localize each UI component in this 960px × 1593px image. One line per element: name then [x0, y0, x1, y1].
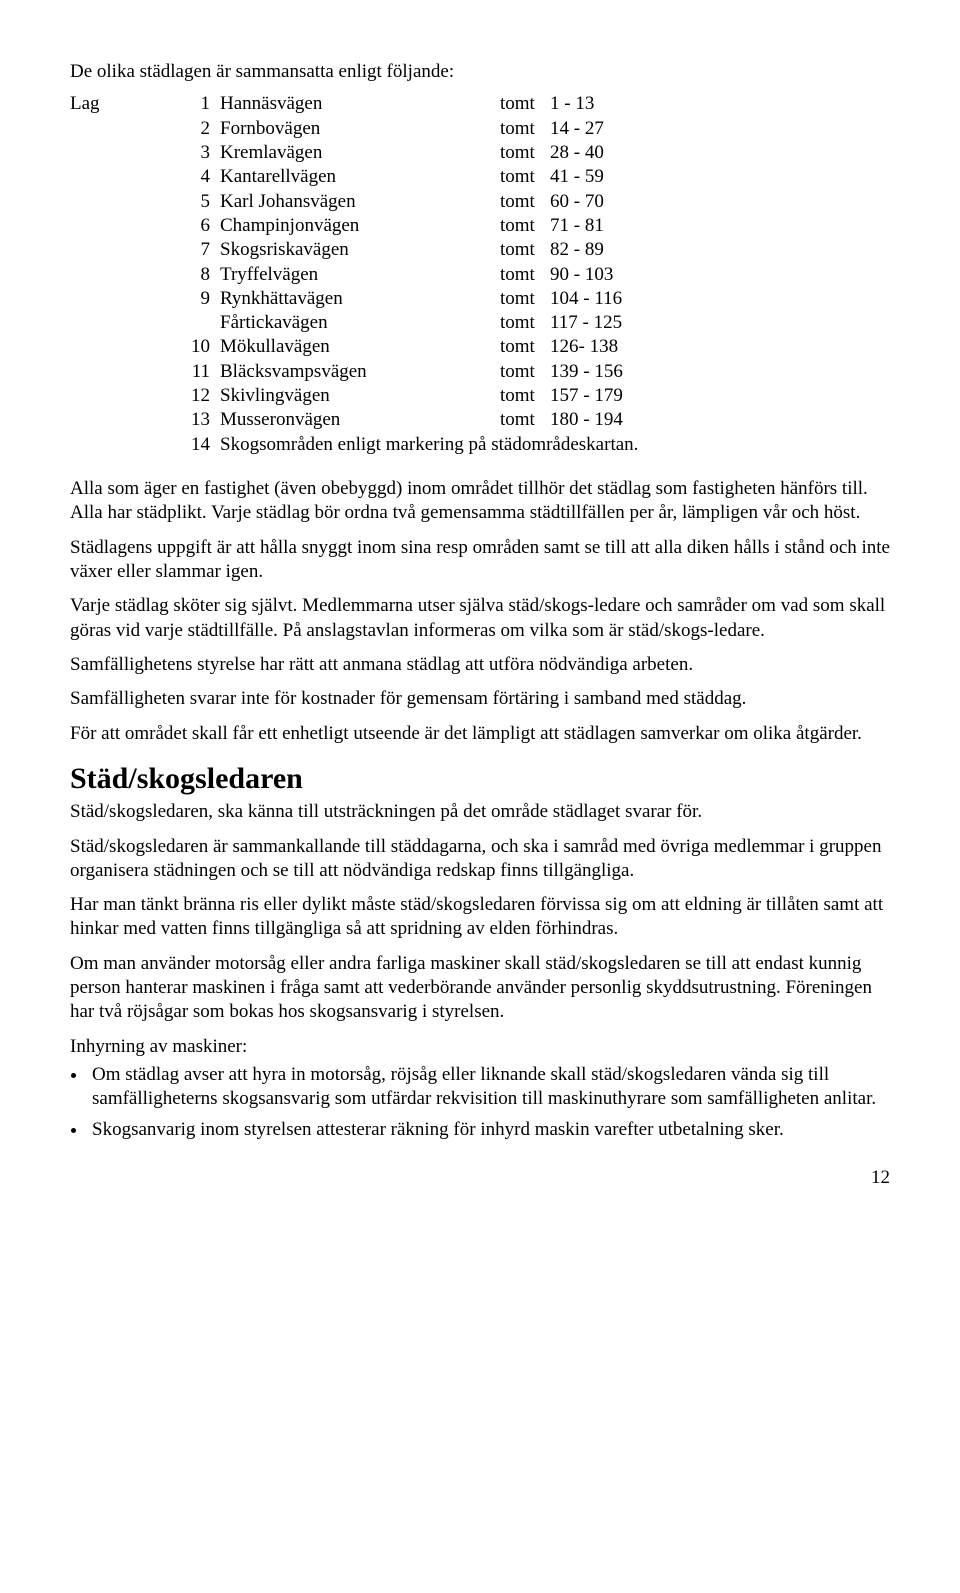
table-row: 3 Kremlavägen tomt 28 - 40 [70, 141, 890, 165]
table-row: 11 Bläcksvampsvägen tomt 139 - 156 [70, 360, 890, 384]
paragraph: Samfälligheten svarar inte för kostnader… [70, 687, 890, 711]
col-range: 1 - 13 [550, 92, 890, 116]
col-road: Skogsområden enligt markering på städomr… [220, 433, 890, 457]
paragraph: Städ/skogsledaren är sammankallande till… [70, 835, 890, 884]
paragraph: Städ/skogsledaren, ska känna till utsträ… [70, 800, 890, 824]
col-tomt: tomt [500, 311, 550, 335]
col-range: 82 - 89 [550, 238, 890, 262]
col-road: Skivlingvägen [220, 384, 500, 408]
col-range: 126- 138 [550, 335, 890, 359]
paragraph: För att området skall får ett enhetligt … [70, 722, 890, 746]
col-road: Hannäsvägen [220, 92, 500, 116]
col-num: 12 [165, 384, 220, 408]
col-range: 117 - 125 [550, 311, 890, 335]
col-road: Skogsriskavägen [220, 238, 500, 262]
col-num: 11 [165, 360, 220, 384]
col-num: 6 [165, 214, 220, 238]
col-num: 2 [165, 117, 220, 141]
list-item: Skogsanvarig inom styrelsen attesterar r… [88, 1118, 890, 1142]
col-tomt: tomt [500, 408, 550, 432]
paragraph: Har man tänkt bränna ris eller dylikt må… [70, 893, 890, 942]
table-row: 9 Rynkhättavägen tomt 104 - 116 [70, 287, 890, 311]
col-num: 14 [165, 433, 220, 457]
col-range: 14 - 27 [550, 117, 890, 141]
section-heading: Städ/skogsledaren [70, 760, 890, 798]
col-num: 13 [165, 408, 220, 432]
col-range: 41 - 59 [550, 165, 890, 189]
table-row: 4 Kantarellvägen tomt 41 - 59 [70, 165, 890, 189]
table-row: 7 Skogsriskavägen tomt 82 - 89 [70, 238, 890, 262]
table-row: 5 Karl Johansvägen tomt 60 - 70 [70, 190, 890, 214]
col-range: 71 - 81 [550, 214, 890, 238]
col-num: 10 [165, 335, 220, 359]
col-tomt: tomt [500, 238, 550, 262]
col-range: 90 - 103 [550, 263, 890, 287]
col-tomt: tomt [500, 92, 550, 116]
table-row: 6 Champinjonvägen tomt 71 - 81 [70, 214, 890, 238]
col-num: 8 [165, 263, 220, 287]
col-lag-header: Lag [70, 92, 165, 116]
col-road: Kremlavägen [220, 141, 500, 165]
paragraph: Varje städlag sköter sig självt. Medlemm… [70, 594, 890, 643]
col-range: 60 - 70 [550, 190, 890, 214]
paragraph: Om man använder motorsåg eller andra far… [70, 952, 890, 1025]
col-road: Kantarellvägen [220, 165, 500, 189]
col-tomt: tomt [500, 384, 550, 408]
col-road: Tryffelvägen [220, 263, 500, 287]
col-road: Fårtickavägen [220, 311, 500, 335]
paragraph: Alla som äger en fastighet (även obebygg… [70, 477, 890, 526]
table-row: Fårtickavägen tomt 117 - 125 [70, 311, 890, 335]
col-tomt: tomt [500, 214, 550, 238]
col-tomt: tomt [500, 287, 550, 311]
col-road: Musseronvägen [220, 408, 500, 432]
col-road: Bläcksvampsvägen [220, 360, 500, 384]
col-tomt: tomt [500, 190, 550, 214]
col-road: Rynkhättavägen [220, 287, 500, 311]
paragraph: Samfällighetens styrelse har rätt att an… [70, 653, 890, 677]
col-road: Karl Johansvägen [220, 190, 500, 214]
table-row: 12 Skivlingvägen tomt 157 - 179 [70, 384, 890, 408]
table-row: Lag 1 Hannäsvägen tomt 1 - 13 [70, 92, 890, 116]
col-tomt: tomt [500, 165, 550, 189]
bullet-list: Om städlag avser att hyra in motorsåg, r… [70, 1063, 890, 1142]
col-range: 139 - 156 [550, 360, 890, 384]
table-row: 2 Fornbovägen tomt 14 - 27 [70, 117, 890, 141]
col-num: 1 [165, 92, 220, 116]
list-item: Om städlag avser att hyra in motorsåg, r… [88, 1063, 890, 1112]
col-tomt: tomt [500, 360, 550, 384]
col-range: 28 - 40 [550, 141, 890, 165]
teams-table: Lag 1 Hannäsvägen tomt 1 - 13 2 Fornbovä… [70, 92, 890, 457]
col-range: 157 - 179 [550, 384, 890, 408]
col-tomt: tomt [500, 117, 550, 141]
col-road: Mökullavägen [220, 335, 500, 359]
table-row: 14 Skogsområden enligt markering på städ… [70, 433, 890, 457]
page-number: 12 [70, 1166, 890, 1190]
table-row: 10 Mökullavägen tomt 126- 138 [70, 335, 890, 359]
col-num [165, 311, 220, 335]
col-tomt: tomt [500, 263, 550, 287]
table-row: 8 Tryffelvägen tomt 90 - 103 [70, 263, 890, 287]
col-range: 180 - 194 [550, 408, 890, 432]
col-tomt: tomt [500, 141, 550, 165]
col-road: Fornbovägen [220, 117, 500, 141]
col-num: 4 [165, 165, 220, 189]
bullets-intro: Inhyrning av maskiner: [70, 1035, 890, 1059]
intro-text: De olika städlagen är sammansatta enligt… [70, 60, 890, 84]
col-num: 3 [165, 141, 220, 165]
col-num: 5 [165, 190, 220, 214]
table-row: 13 Musseronvägen tomt 180 - 194 [70, 408, 890, 432]
col-num: 7 [165, 238, 220, 262]
col-num: 9 [165, 287, 220, 311]
col-tomt: tomt [500, 335, 550, 359]
col-range: 104 - 116 [550, 287, 890, 311]
col-road: Champinjonvägen [220, 214, 500, 238]
paragraph: Städlagens uppgift är att hålla snyggt i… [70, 536, 890, 585]
